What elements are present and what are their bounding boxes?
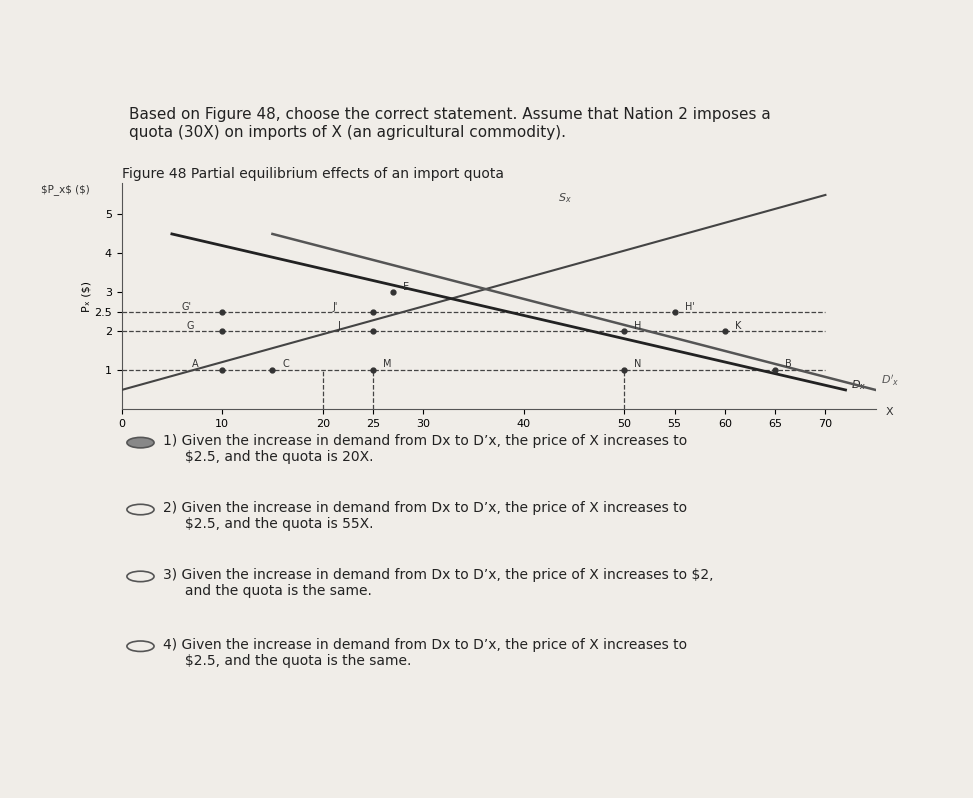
Text: J': J' xyxy=(333,302,339,312)
Text: H': H' xyxy=(685,302,695,312)
Text: Figure 48 Partial equilibrium effects of an import quota: Figure 48 Partial equilibrium effects of… xyxy=(122,167,504,180)
Text: 1) Given the increase in demand from Dx to D’x, the price of X increases to
    : 1) Given the increase in demand from Dx … xyxy=(163,434,687,464)
Text: H: H xyxy=(634,322,642,331)
Text: 2) Given the increase in demand from Dx to D’x, the price of X increases to
    : 2) Given the increase in demand from Dx … xyxy=(163,501,687,531)
Text: K: K xyxy=(735,322,741,331)
Text: Based on Figure 48, choose the correct statement. Assume that Nation 2 imposes a: Based on Figure 48, choose the correct s… xyxy=(129,108,771,140)
Text: J: J xyxy=(338,322,341,331)
Text: N: N xyxy=(634,359,642,369)
Text: 3) Given the increase in demand from Dx to D’x, the price of X increases to $2,
: 3) Given the increase in demand from Dx … xyxy=(163,567,713,598)
Text: B: B xyxy=(785,359,792,369)
Text: M: M xyxy=(383,359,391,369)
Text: $D'_x$: $D'_x$ xyxy=(881,373,899,388)
Text: $S_x$: $S_x$ xyxy=(558,192,572,205)
Text: G: G xyxy=(187,322,195,331)
Circle shape xyxy=(126,437,154,448)
Text: C: C xyxy=(282,359,289,369)
Text: A: A xyxy=(192,359,198,369)
Text: $D_x$: $D_x$ xyxy=(850,378,866,392)
Text: 4) Given the increase in demand from Dx to D’x, the price of X increases to
    : 4) Given the increase in demand from Dx … xyxy=(163,638,687,668)
Y-axis label: Pₓ ($): Pₓ ($) xyxy=(82,281,91,312)
Text: E: E xyxy=(403,282,410,293)
Text: $P_x$ ($): $P_x$ ($) xyxy=(41,184,90,195)
Text: G': G' xyxy=(182,302,192,312)
Text: X: X xyxy=(885,407,893,417)
